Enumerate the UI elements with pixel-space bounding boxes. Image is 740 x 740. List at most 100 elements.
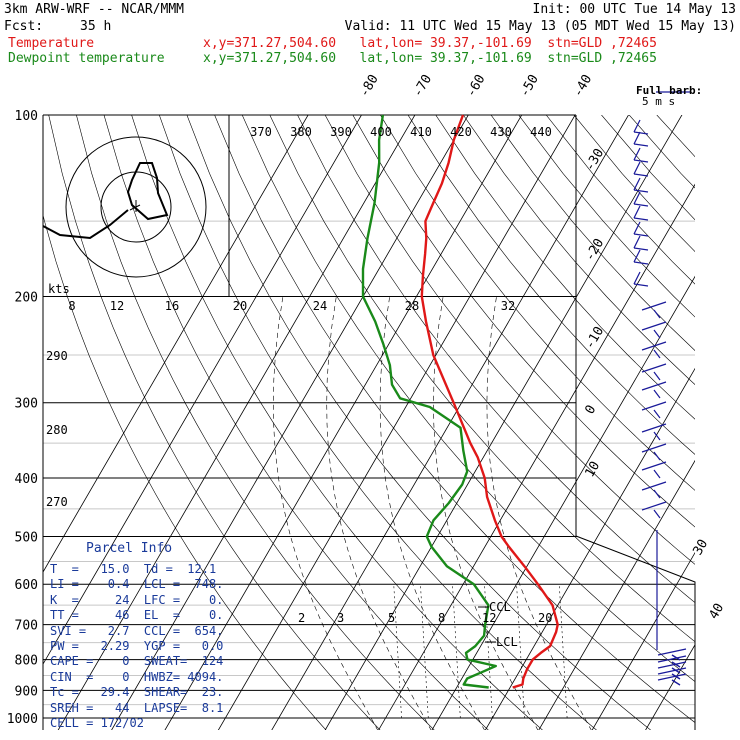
parcel-row: SREH = 44 LAPSE= 8.1	[50, 701, 224, 715]
wind-barb	[633, 249, 649, 265]
parcel-row: LI = 0.4 LCL = 748.	[50, 577, 224, 591]
wind-barb	[633, 147, 649, 163]
wind-barb	[633, 161, 649, 177]
valid-time: Valid: 11 UTC Wed 15 May 13 (05 MDT Wed …	[344, 19, 736, 34]
dewpoint-location-info: x,y=371.27,504.60 lat,lon= 39.37,-101.69…	[203, 51, 657, 66]
wind-barbs	[633, 91, 690, 686]
wind-barb	[641, 363, 667, 381]
wind-barb	[641, 341, 667, 359]
parcel-row: K = 24 LFC = 0.	[50, 593, 224, 607]
barb-legend-title: Full barb:	[636, 84, 702, 97]
storm-motion-marker	[129, 200, 141, 212]
theta-label: 290	[46, 349, 68, 363]
theta-e-label: 420	[450, 125, 472, 139]
wind-barb	[641, 321, 667, 339]
isotherm-label: -50	[517, 72, 542, 100]
isotherm-line	[43, 115, 309, 573]
hodograph-ring-label: 12	[110, 299, 124, 313]
parcel-row: T = 15.0 Td = 12.1	[50, 562, 217, 576]
dry-adiabat	[518, 115, 695, 318]
dry-adiabat	[352, 115, 695, 528]
temperature-profile	[420, 114, 559, 689]
hodograph-units-label: kts	[48, 282, 70, 296]
parcel-row: Tc = 29.4 SHEAR= 23.	[50, 685, 224, 699]
parcel-row: SVI = 2.7 CCL = 654.	[50, 624, 224, 638]
isotherm-line	[111, 115, 469, 730]
parcel-info-title: Parcel Info	[86, 541, 173, 556]
dry-adiabat	[159, 115, 597, 730]
dewpoint-legend: Dewpoint temperature	[8, 51, 165, 66]
dry-adiabat	[463, 115, 695, 385]
wind-barb	[641, 423, 667, 441]
wind-barb	[633, 271, 649, 287]
hodograph	[42, 115, 230, 296]
isotherm-label: -70	[410, 72, 435, 100]
isotherm-label: 10	[582, 459, 603, 480]
hodograph-ring	[65, 136, 207, 278]
dry-adiabat	[269, 115, 695, 643]
moist-adiabat	[326, 296, 432, 730]
isotherm-label: 30	[690, 537, 711, 558]
parcel-row: CAPE = 0 SWEAT= 124	[50, 654, 224, 668]
parcel-row: PW = 2.29 YGP = 0.0	[50, 639, 224, 653]
moist-adiabat	[272, 296, 378, 730]
isotherm-label: -60	[464, 72, 489, 100]
plot-right-edge-lower	[575, 535, 696, 730]
hodograph-ring-label: 16	[165, 299, 179, 313]
theta-e-label: 430	[490, 125, 512, 139]
wind-barb	[641, 401, 667, 419]
forecast-hour: 35 h	[80, 19, 112, 34]
parcel-row: TT = 46 EL = 0.	[50, 608, 224, 622]
theta-e-label: 400	[370, 125, 392, 139]
wind-barb	[657, 673, 687, 686]
mixing-ratio-line	[558, 584, 568, 719]
mixing-ratio-label: 2	[298, 611, 305, 625]
pressure-label: 900	[15, 684, 38, 699]
mixing-ratio-label: 8	[438, 611, 445, 625]
dry-adiabat	[297, 115, 695, 604]
isotherm-line	[484, 367, 695, 730]
barb-legend-value: 5 m s	[642, 95, 675, 108]
theta-label: 280	[46, 423, 68, 437]
mixing-ratio-label: 12	[482, 611, 496, 625]
isotherm-label: -20	[582, 236, 607, 264]
parcel-row: CIN = 0 HWBZ= 4094.	[50, 670, 224, 684]
isotherm-label: -40	[571, 72, 596, 100]
lcl-marker: LCL	[496, 635, 518, 649]
pressure-label: 600	[15, 578, 38, 593]
dry-adiabat	[656, 115, 695, 158]
moist-adiabat	[379, 296, 485, 730]
dry-adiabat	[407, 115, 695, 455]
isotherm-label: -30	[582, 146, 607, 174]
pressure-label: 700	[15, 619, 38, 634]
theta-e-label: 390	[330, 125, 352, 139]
mixing-ratio-line	[420, 584, 429, 719]
forecast-label: Fcst:	[4, 19, 44, 34]
dry-adiabat	[186, 115, 652, 730]
hodograph-ring-label: 8	[68, 299, 75, 313]
dry-adiabat	[490, 115, 695, 352]
pressure-label: 1000	[7, 712, 38, 727]
theta-e-label: 370	[250, 125, 272, 139]
pressure-label: 800	[15, 654, 38, 669]
wind-barb	[641, 381, 667, 399]
isotherm-line	[591, 551, 695, 730]
wind-barb	[633, 131, 649, 147]
mixing-ratio-line	[516, 584, 525, 719]
isotherm-line	[538, 459, 695, 730]
hodograph-trace	[42, 162, 169, 240]
pressure-label: 300	[15, 397, 38, 412]
pressure-label: 200	[15, 291, 38, 306]
theta-e-label: 380	[290, 125, 312, 139]
pressure-label: 500	[15, 530, 38, 545]
pressure-label: 100	[15, 109, 38, 124]
init-time: Init: 00 UTC Tue 14 May 13	[532, 2, 737, 17]
mixing-ratio-line	[452, 584, 461, 719]
dry-adiabat	[103, 115, 489, 730]
model-title: 3km ARW-WRF -- NCAR/MMM	[4, 2, 185, 17]
theta-label: 270	[46, 495, 68, 509]
wind-barb	[641, 301, 667, 319]
dry-adiabat	[241, 115, 695, 682]
wind-barb	[641, 461, 667, 479]
dewpoint-profile	[361, 114, 497, 689]
